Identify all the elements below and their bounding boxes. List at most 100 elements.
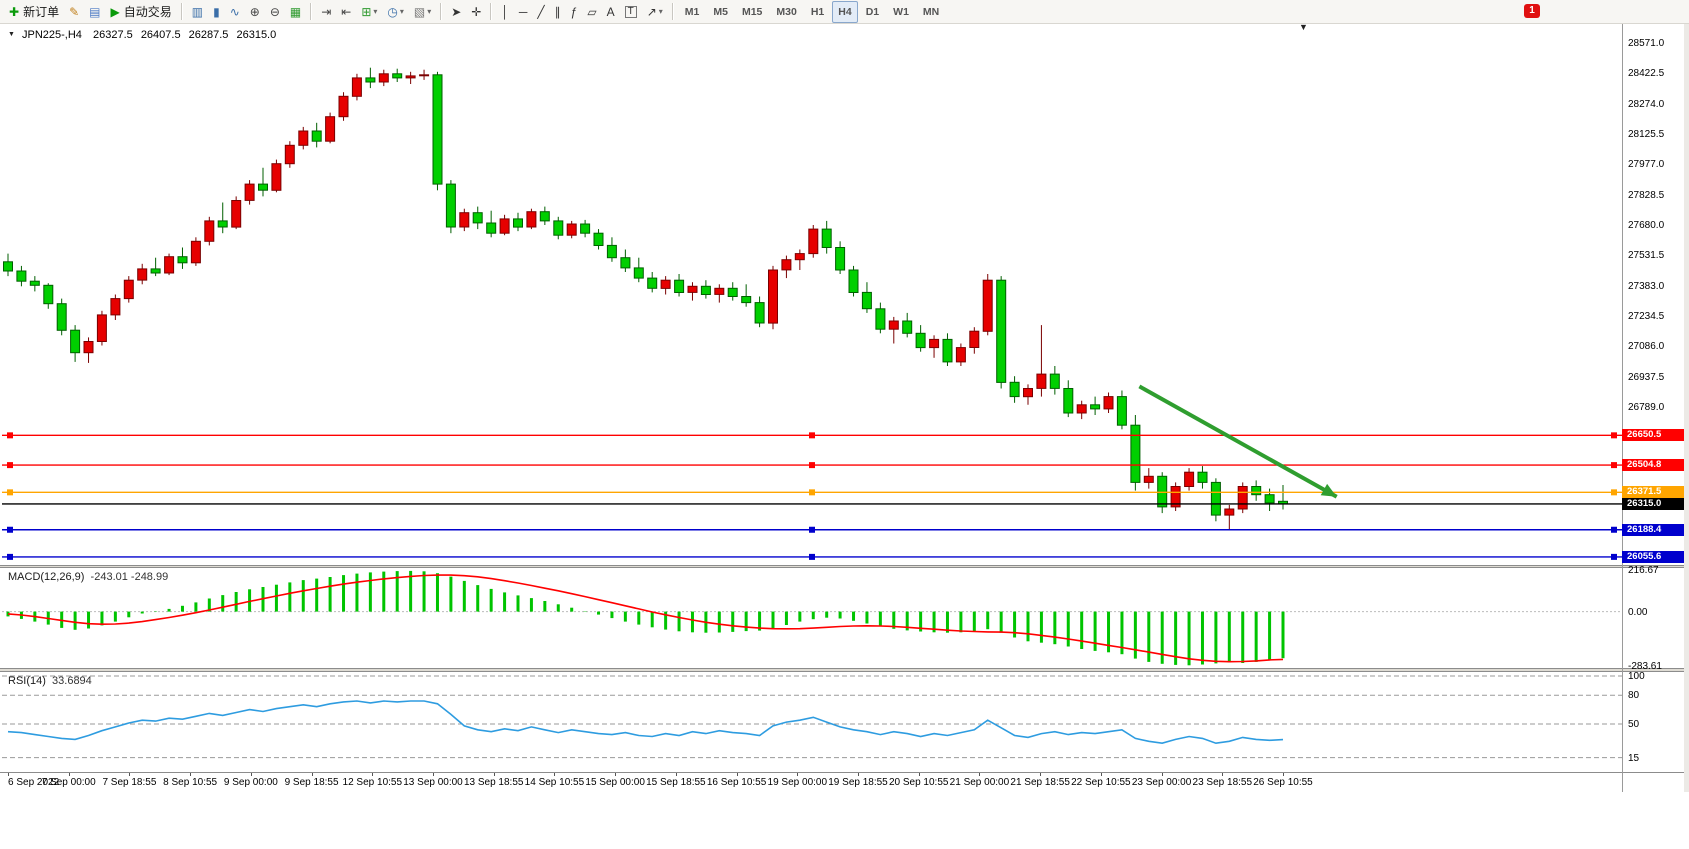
candle-body[interactable]	[1090, 404, 1101, 410]
candle-body[interactable]	[768, 269, 778, 324]
candle-body[interactable]	[821, 228, 832, 249]
candle-body[interactable]	[620, 257, 631, 269]
timeframe-h1[interactable]: H1	[810, 5, 825, 18]
candle-body[interactable]	[284, 144, 295, 165]
candle-body[interactable]	[298, 130, 309, 146]
candle-body[interactable]	[741, 296, 752, 304]
candle-body[interactable]	[83, 341, 94, 354]
candle-body[interactable]	[1237, 486, 1248, 510]
symbol-dropdown-icon[interactable]: ▼	[8, 31, 15, 38]
horizontal-line-button[interactable]: ─	[518, 4, 528, 19]
candle-body[interactable]	[727, 287, 738, 297]
candle-body[interactable]	[982, 279, 993, 332]
candle-body[interactable]	[217, 220, 228, 228]
periods-button[interactable]: ◷ ▾	[387, 4, 404, 19]
candle-body[interactable]	[794, 253, 805, 261]
candle-body[interactable]	[633, 267, 644, 279]
candle-body[interactable]	[674, 279, 685, 293]
candle-body[interactable]	[29, 280, 40, 286]
candle-body[interactable]	[754, 302, 765, 324]
candle-body[interactable]	[16, 270, 27, 282]
line-handle[interactable]	[1611, 462, 1617, 469]
candle-body[interactable]	[1130, 424, 1141, 483]
cursor-button[interactable]: ➤	[451, 4, 462, 19]
chart-shift-button[interactable]: ⇤	[341, 4, 352, 19]
candle-body[interactable]	[499, 218, 510, 234]
candle-body[interactable]	[714, 287, 725, 295]
candle-body[interactable]	[177, 256, 188, 264]
candle-body[interactable]	[70, 329, 81, 354]
candle-body[interactable]	[258, 183, 268, 191]
trend-arrow-line[interactable]	[1138, 384, 1338, 499]
candle-body[interactable]	[1036, 373, 1047, 389]
candle-body[interactable]	[1049, 373, 1060, 389]
candle-body[interactable]	[835, 247, 846, 271]
candle-body[interactable]	[1116, 396, 1127, 426]
candle-body[interactable]	[392, 73, 403, 79]
timeframe-m1[interactable]: M1	[684, 5, 700, 18]
rsi-panel-resize-handle[interactable]	[0, 668, 1689, 672]
candlestick-chart-button[interactable]: ▮	[213, 4, 220, 19]
candle-body[interactable]	[848, 269, 859, 293]
crosshair-button[interactable]: ✛	[471, 4, 482, 19]
candle-body[interactable]	[539, 211, 550, 222]
candle-body[interactable]	[3, 261, 13, 272]
candle-body[interactable]	[96, 314, 107, 342]
line-handle[interactable]	[809, 462, 815, 469]
candle-body[interactable]	[1063, 388, 1074, 414]
candle-body[interactable]	[580, 223, 591, 234]
candle-body[interactable]	[231, 200, 242, 228]
line-handle[interactable]	[809, 432, 815, 439]
indicators-button[interactable]: ⊞ ▾	[361, 4, 378, 19]
candlestick-series[interactable]	[3, 67, 1288, 530]
candle-body[interactable]	[687, 285, 698, 293]
arrows-button-dropdown-icon[interactable]: ▾	[658, 7, 663, 16]
line-handle[interactable]	[809, 553, 815, 560]
candle-body[interactable]	[1210, 481, 1221, 516]
candle-body[interactable]	[311, 130, 322, 142]
fibonacci-button[interactable]: ƒ	[570, 4, 578, 19]
candle-body[interactable]	[1224, 508, 1235, 516]
chart-shift-marker-icon[interactable]: ▼	[1299, 22, 1308, 32]
candle-body[interactable]	[325, 116, 336, 142]
candle-body[interactable]	[1009, 381, 1020, 398]
candle-body[interactable]	[915, 332, 926, 349]
candle-body[interactable]	[56, 303, 67, 331]
macd-panel[interactable]	[2, 568, 1622, 668]
zoom-out-button[interactable]: ⊖	[269, 4, 280, 19]
line-handle[interactable]	[1611, 553, 1617, 560]
candle-body[interactable]	[969, 330, 980, 349]
candle-body[interactable]	[700, 285, 711, 295]
candle-body[interactable]	[1143, 475, 1154, 483]
templates-button[interactable]: ▧ ▾	[413, 4, 432, 19]
candle-body[interactable]	[1103, 396, 1114, 410]
line-handle[interactable]	[7, 553, 13, 560]
new-order-button[interactable]: ✚ 新订单	[9, 4, 60, 19]
candle-body[interactable]	[123, 279, 134, 300]
timeframe-m5[interactable]: M5	[713, 5, 728, 18]
vertical-scrollbar[interactable]	[1684, 24, 1689, 792]
candle-body[interactable]	[190, 240, 201, 264]
candle-body[interactable]	[660, 279, 671, 289]
macd-panel-resize-handle[interactable]	[0, 565, 1689, 568]
candle-body[interactable]	[1023, 388, 1033, 398]
trendline-button[interactable]: ╱	[537, 4, 545, 19]
arrows-button[interactable]: ↗ ▾	[646, 4, 663, 19]
timeframe-m15[interactable]: M15	[741, 5, 763, 18]
alerts-badge[interactable]: 1	[1524, 4, 1540, 18]
candle-body[interactable]	[365, 77, 376, 83]
indicators-button-dropdown-icon[interactable]: ▾	[373, 7, 378, 16]
timeframe-h4[interactable]: H4	[832, 0, 858, 23]
periods-button-dropdown-icon[interactable]: ▾	[399, 7, 404, 16]
candle-body[interactable]	[472, 212, 483, 224]
zoom-in-button[interactable]: ⊕	[249, 4, 260, 19]
timeframe-m30[interactable]: M30	[776, 5, 797, 18]
candle-body[interactable]	[808, 228, 819, 255]
candle-body[interactable]	[888, 320, 899, 330]
candle-body[interactable]	[338, 95, 349, 118]
auto-scroll-button[interactable]: ⇥	[321, 4, 332, 19]
candle-body[interactable]	[1157, 475, 1168, 508]
candle-body[interactable]	[1197, 471, 1208, 483]
candle-body[interactable]	[110, 298, 121, 316]
candle-body[interactable]	[378, 73, 389, 83]
